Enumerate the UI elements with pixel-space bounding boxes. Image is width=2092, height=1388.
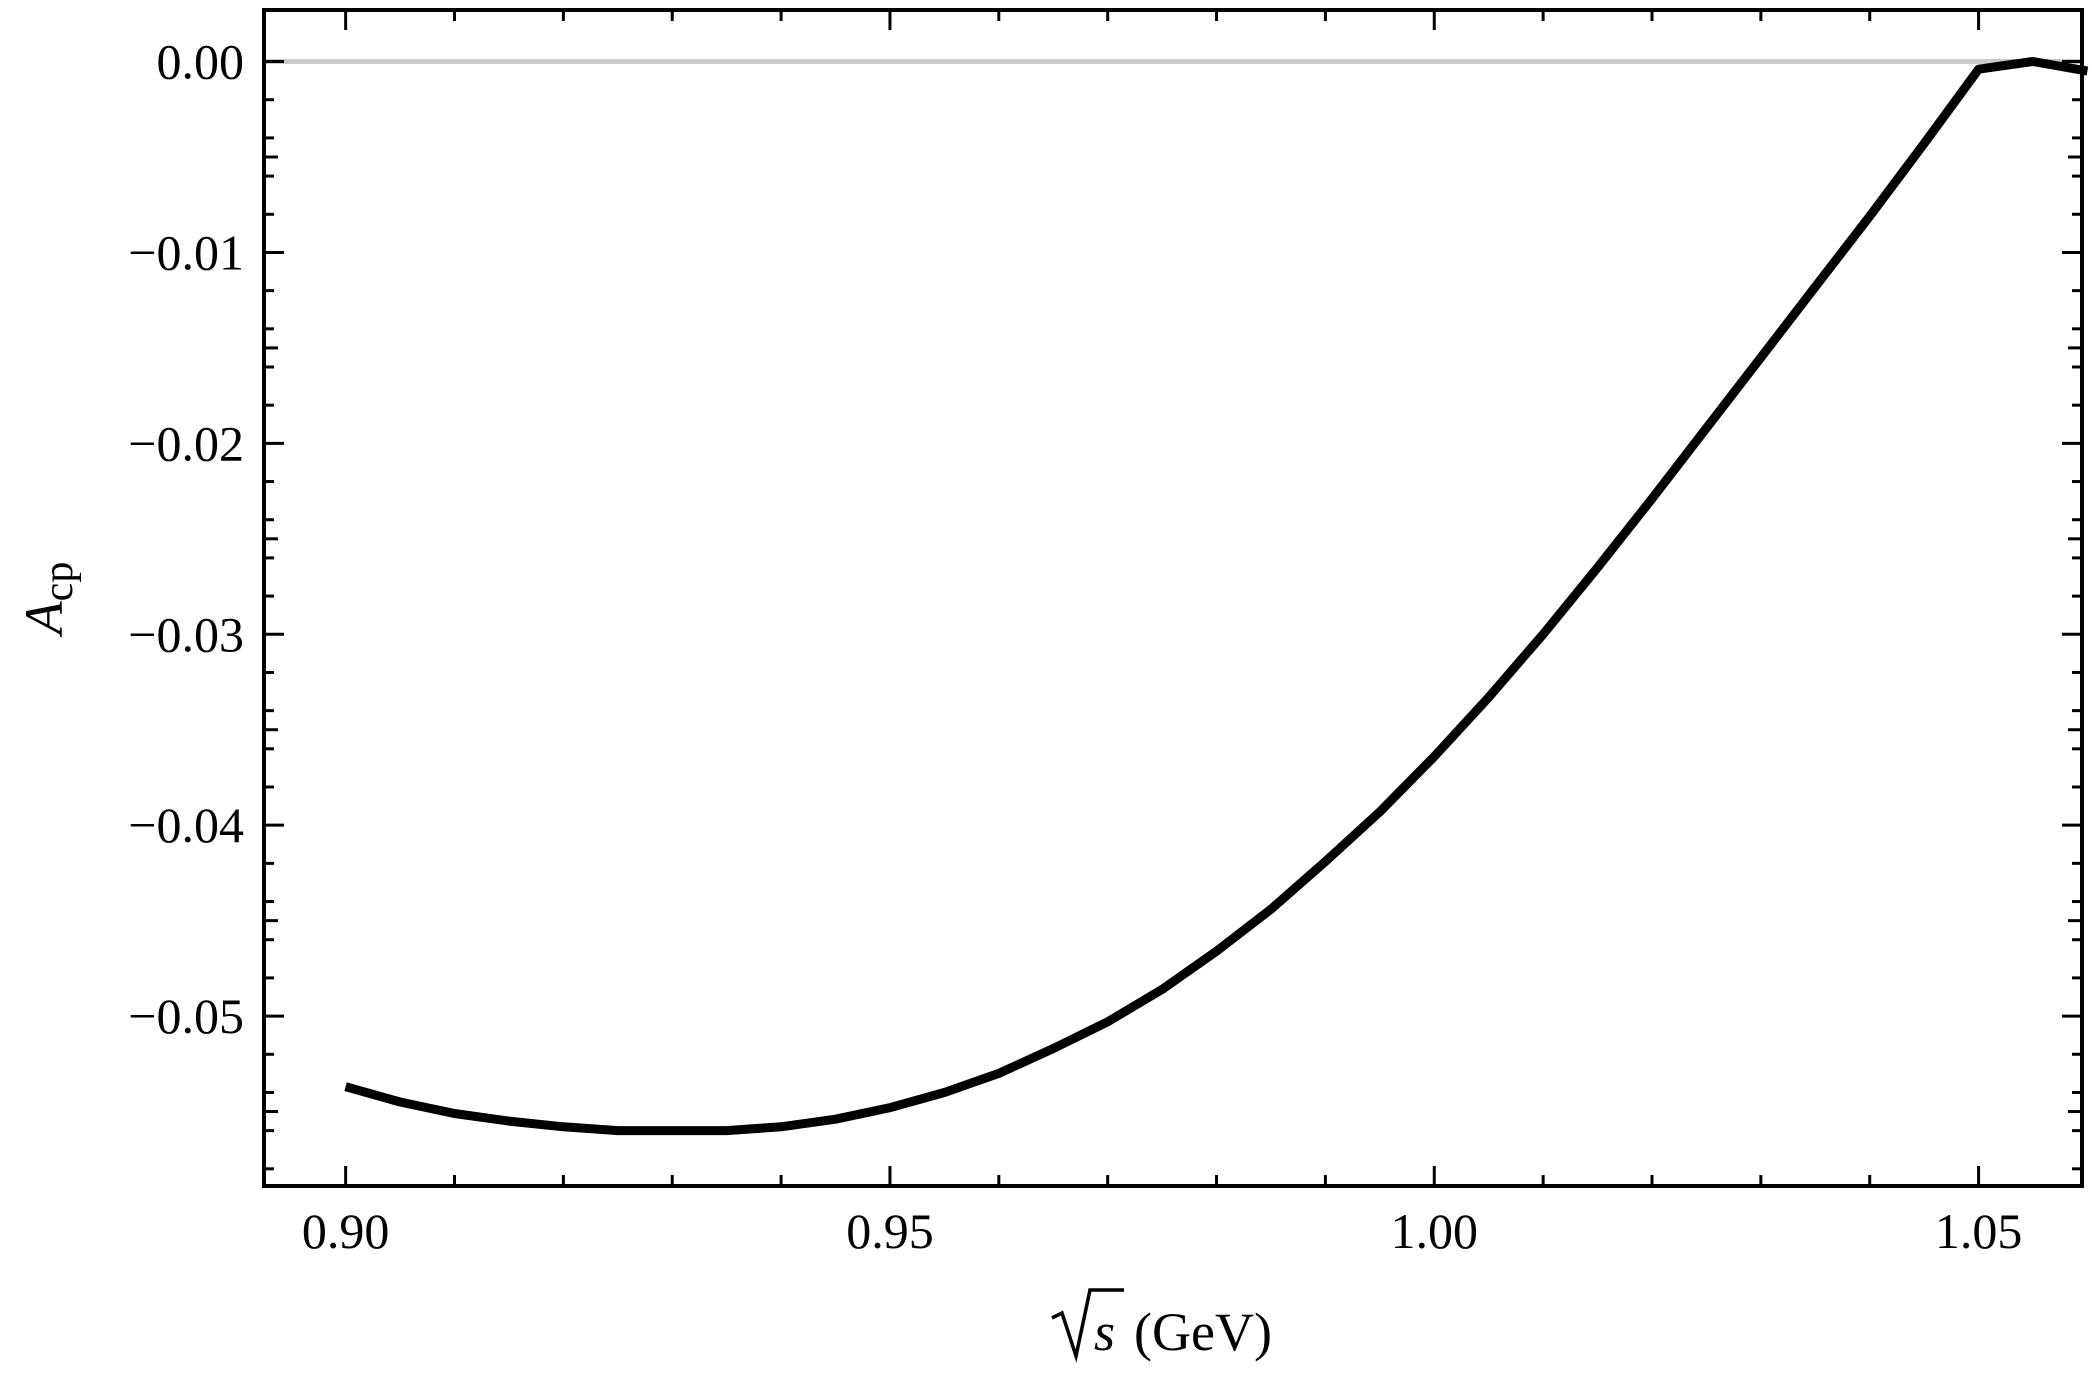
x-tick-label: 1.05	[1935, 1203, 2023, 1259]
x-tick-label: 1.00	[1391, 1203, 1479, 1259]
x-tick-label: 0.95	[846, 1203, 934, 1259]
y-axis-title-sub: cp	[36, 562, 82, 602]
y-tick-label: −0.05	[128, 988, 244, 1044]
x-axis-title-unit: (GeV)	[1134, 1302, 1272, 1362]
ticks-layer	[264, 10, 2082, 1186]
sqrt-sign-icon	[1051, 1288, 1124, 1363]
x-tick-label: 0.90	[302, 1203, 390, 1259]
y-tick-label: 0.00	[157, 34, 245, 90]
svg-text:Acp: Acp	[14, 562, 82, 638]
y-tick-labels: 0.00 −0.01 −0.02 −0.03 −0.04 −0.05	[128, 34, 244, 1045]
plot-frame	[262, 8, 2084, 1188]
series-layer	[344, 57, 2089, 1136]
y-tick-label: −0.02	[128, 415, 244, 471]
x-tick-labels: 0.90 0.95 1.00 1.05	[302, 1203, 2022, 1259]
y-tick-label: −0.03	[128, 606, 244, 662]
y-axis-title: Acp	[14, 562, 82, 638]
y-tick-label: −0.04	[128, 797, 244, 853]
y-tick-label: −0.01	[128, 224, 244, 280]
x-axis-title: s (GeV)	[1051, 1288, 1272, 1363]
y-axis-title-main: A	[14, 600, 74, 637]
x-axis-title-radicand: s	[1094, 1302, 1115, 1362]
series-line	[344, 57, 2089, 1136]
